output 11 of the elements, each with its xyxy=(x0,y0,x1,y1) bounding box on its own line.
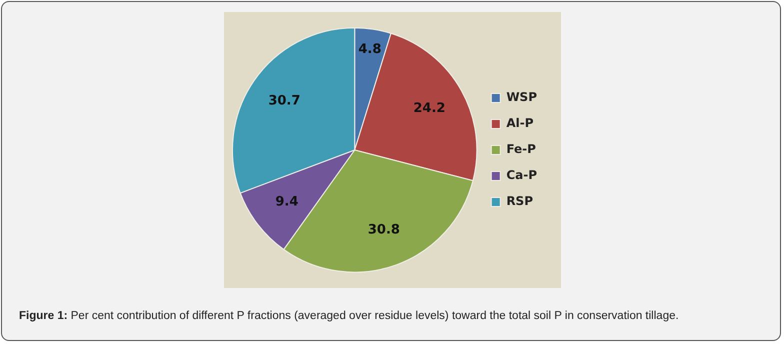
legend-label: Ca-P xyxy=(506,168,538,182)
data-label: 9.4 xyxy=(275,194,298,210)
data-label: 30.8 xyxy=(368,222,400,238)
data-label: 30.7 xyxy=(268,94,300,109)
caption: Figure 1: Per cent contribution of different P fractions (averaged over residue levels) toward the total soil P in conservation tillage. xyxy=(19,310,679,322)
legend-label: Fe-P xyxy=(506,142,536,156)
legend-label: WSP xyxy=(506,90,538,104)
legend-label: Al-P xyxy=(506,116,534,130)
data-label: 24.2 xyxy=(413,100,446,116)
data-label: 4.8 xyxy=(358,42,382,58)
legend-label: RSP xyxy=(506,194,534,208)
